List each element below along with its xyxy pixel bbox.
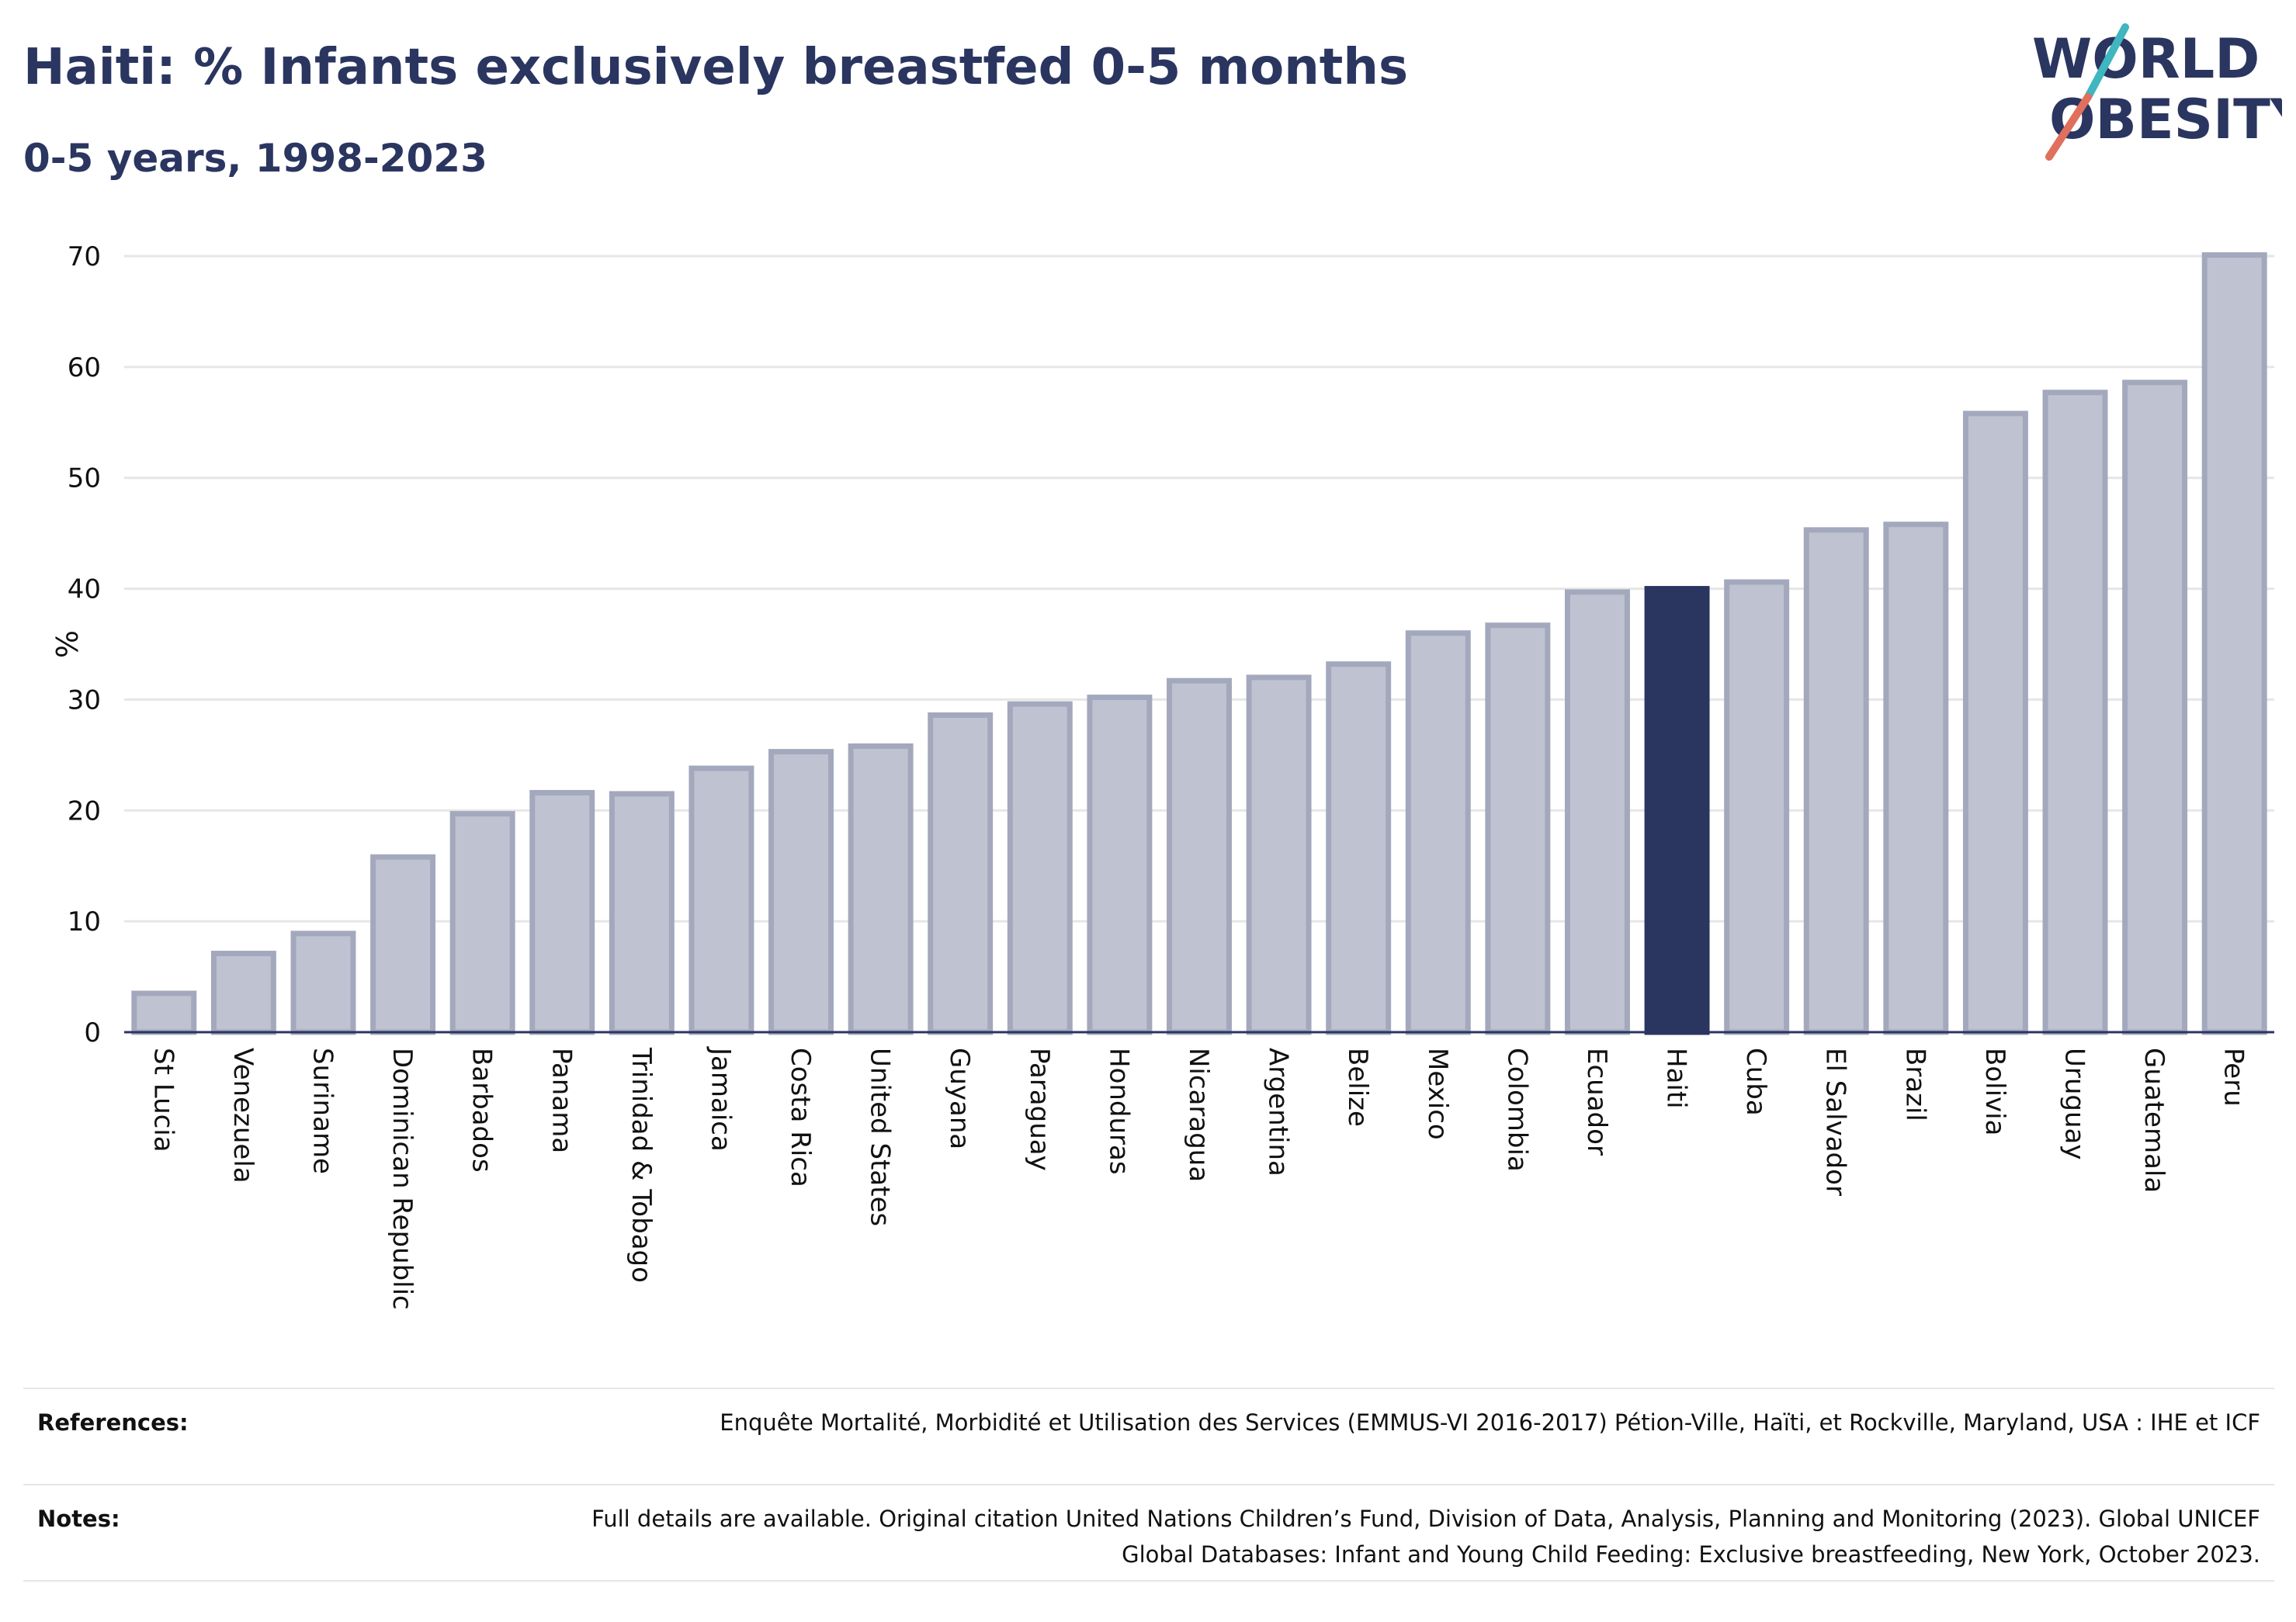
bars [131, 252, 2267, 1035]
bar [449, 811, 515, 1035]
bar [2122, 380, 2188, 1035]
y-tick-label: 40 [68, 574, 101, 605]
bar [210, 951, 276, 1035]
notes-label: Notes: [37, 1506, 120, 1532]
bar [131, 990, 197, 1035]
references-label: References: [37, 1409, 189, 1436]
x-tick-label: Guyana [944, 1048, 975, 1149]
x-tick-label: Brazil [1899, 1048, 1930, 1121]
bar [688, 765, 754, 1035]
x-tick-label: Dominican Republic [387, 1048, 418, 1310]
bar [290, 931, 356, 1035]
world-obesity-logo: WORLD OBESITY [2032, 23, 2282, 161]
bar [1883, 522, 1949, 1035]
x-tick-label: Mexico [1422, 1048, 1453, 1140]
x-tick-label: Uruguay [2059, 1048, 2090, 1160]
x-tick-label: Honduras [1103, 1048, 1134, 1175]
y-axis-ticks: 0 10 20 30 40 50 60 70 [68, 241, 101, 1048]
x-tick-label: United States [865, 1048, 896, 1226]
logo-text-world: WORLD [2032, 27, 2260, 91]
notes-row: Notes: Full details are available. Origi… [23, 1484, 2274, 1582]
y-tick-label: 0 [84, 1017, 101, 1048]
x-tick-label: Costa Rica [785, 1048, 816, 1187]
footer-end-rule [23, 1580, 2274, 1582]
references-text: Enquête Mortalité, Morbidité et Utilisat… [720, 1409, 2260, 1436]
bar [928, 712, 994, 1035]
x-tick-label: Paraguay [1024, 1048, 1055, 1171]
bar [2042, 390, 2108, 1035]
x-tick-label: Cuba [1740, 1048, 1771, 1116]
y-tick-label: 50 [68, 463, 101, 494]
x-tick-label: Belize [1342, 1048, 1373, 1127]
logo-accent-coral [2045, 93, 2092, 161]
x-tick-label: Bolivia [1979, 1048, 2010, 1135]
bar [2201, 252, 2267, 1035]
bar [1405, 630, 1471, 1035]
bar [768, 749, 834, 1035]
chart-title: Haiti: % Infants exclusively breastfed 0… [23, 39, 1409, 96]
bar [1326, 661, 1392, 1035]
y-tick-label: 30 [68, 684, 101, 716]
bar-highlighted [1644, 586, 1710, 1035]
x-tick-label: Suriname [307, 1048, 338, 1174]
bar [1485, 622, 1551, 1035]
bar [529, 789, 595, 1035]
bar [1962, 411, 2028, 1035]
x-tick-label: Guatemala [2138, 1048, 2169, 1193]
x-tick-label: Colombia [1501, 1048, 1532, 1172]
x-tick-label: Haiti [1661, 1048, 1692, 1109]
x-tick-label: Panama [546, 1048, 577, 1153]
references-row: References: Enquête Mortalité, Morbidité… [23, 1388, 2274, 1485]
y-tick-label: 10 [68, 906, 101, 938]
x-tick-label: Trinidad & Tobago [626, 1047, 657, 1283]
bar [1246, 674, 1312, 1035]
bar [1803, 527, 1869, 1035]
bar [1564, 589, 1630, 1035]
bar [370, 854, 436, 1035]
chart-subtitle: 0-5 years, 1998-2023 [23, 136, 487, 181]
x-tick-label: St Lucia [147, 1048, 179, 1152]
y-axis-label: % [49, 630, 83, 658]
y-tick-label: 60 [68, 352, 101, 383]
bar [609, 791, 675, 1035]
y-tick-label: 70 [68, 241, 101, 272]
bar [1167, 678, 1232, 1035]
bar [848, 743, 914, 1035]
notes-text: Full details are available. Original cit… [591, 1506, 2260, 1568]
x-tick-label: Ecuador [1581, 1048, 1612, 1156]
bar [1087, 695, 1153, 1035]
bar [1724, 579, 1790, 1035]
x-tick-label: El Salvador [1820, 1048, 1851, 1196]
x-tick-label: Venezuela [227, 1048, 258, 1184]
x-tick-label: Nicaragua [1183, 1048, 1214, 1182]
bar-chart: 0 10 20 30 40 50 60 70 St Lucia Venezuela Surinam… [49, 241, 2274, 1310]
x-tick-label: Barbados [466, 1048, 498, 1173]
x-tick-label: Argentina [1263, 1048, 1294, 1177]
bar [1007, 701, 1073, 1035]
logo-accent-teal [2084, 23, 2129, 101]
y-tick-label: 20 [68, 795, 101, 827]
x-tick-label: Jamaica [705, 1046, 736, 1152]
x-axis-labels: St Lucia Venezuela Suriname Dominican Repub… [147, 1046, 2249, 1310]
x-tick-label: Peru [2218, 1048, 2249, 1107]
